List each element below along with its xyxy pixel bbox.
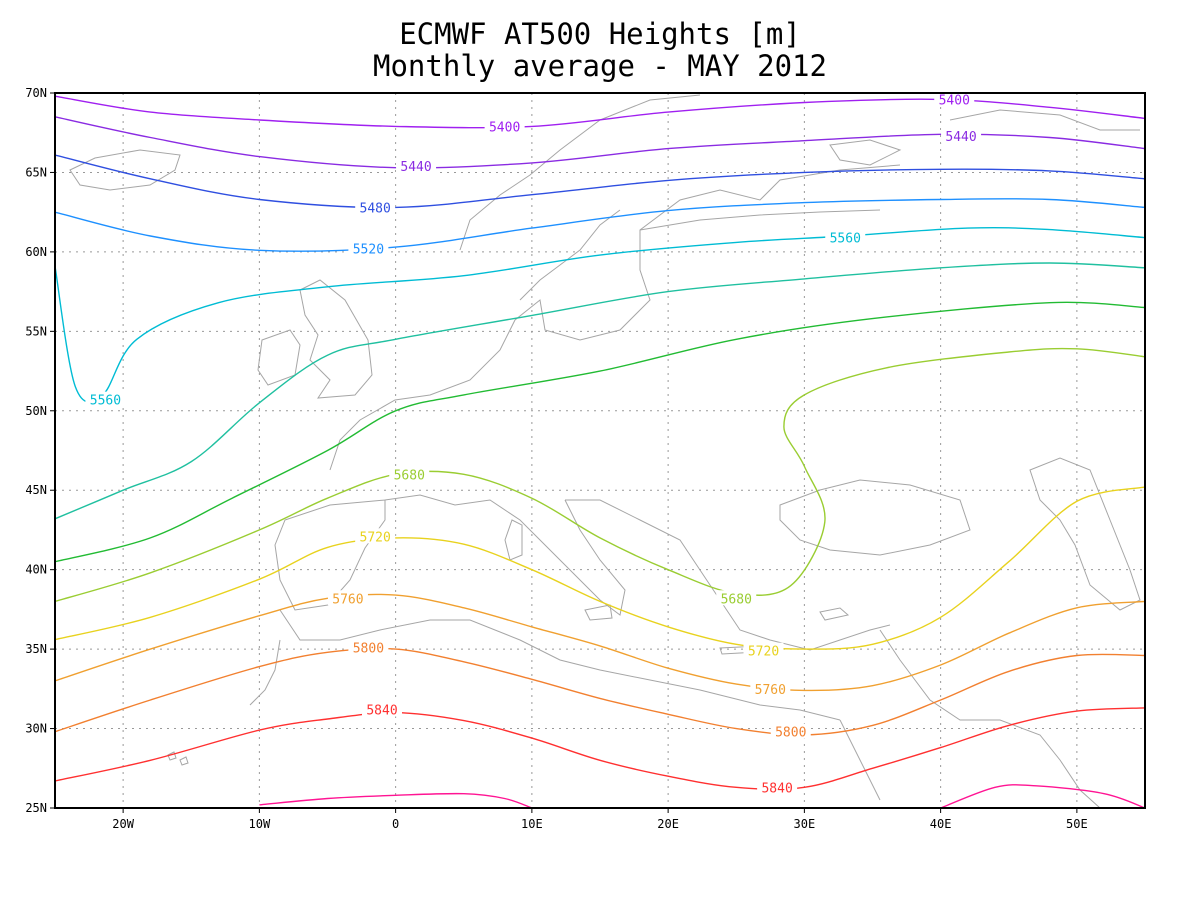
contour-line	[55, 226, 1145, 403]
contour-label-bg	[757, 779, 798, 795]
contour-line	[55, 486, 1145, 650]
contour-label-bg	[825, 229, 866, 245]
contour-label: 5680	[394, 468, 425, 483]
contour-label: 5800	[775, 726, 806, 741]
contour-label-bg	[743, 642, 784, 658]
contour-label-bg	[396, 158, 437, 174]
lon-tick-label: 10W	[249, 817, 271, 831]
coastlines	[69, 94, 1141, 808]
contour-label: 5480	[360, 201, 391, 216]
contour-label-bg	[362, 701, 402, 717]
contour-label-bg	[85, 391, 126, 407]
lon-tick-label: 40E	[930, 817, 952, 831]
lat-tick-label: 35N	[25, 642, 47, 656]
contour-line	[55, 95, 1145, 129]
longitude-tick-labels: 20W 10W 0 10E 20E 30E 40E 50E	[112, 808, 1088, 831]
contour-line	[55, 347, 1145, 603]
contour-label: 5440	[945, 130, 976, 145]
contour-label-bg	[389, 466, 430, 482]
lat-tick-label: 50N	[25, 404, 47, 418]
contour-label: 5760	[755, 683, 786, 698]
map-title: ECMWF AT500 Heights [m]	[399, 17, 801, 51]
contour-line	[55, 301, 1145, 563]
plot-frame	[54, 92, 1146, 809]
contour-line	[55, 707, 1145, 790]
contour-label-bg	[770, 723, 811, 739]
lat-tick-label: 30N	[25, 722, 47, 736]
contour-line	[55, 116, 1145, 169]
contour-label-bg	[348, 240, 389, 256]
contour-label: 5440	[400, 160, 431, 175]
height-contours	[55, 95, 1145, 808]
lon-tick-label: 0	[392, 817, 399, 831]
contour-labels: 5400 5400 5440 5440 5480 5520 5560 5560 5680 5680…	[85, 91, 982, 796]
contour-label: 5720	[360, 530, 391, 545]
contour-line	[55, 262, 1145, 520]
lat-tick-label: 60N	[25, 245, 47, 259]
contour-label: 5400	[939, 93, 970, 108]
contour-label: 5560	[830, 232, 861, 247]
contour-label-bg	[484, 118, 525, 134]
lat-tick-label: 45N	[25, 483, 47, 497]
contour-label: 5800	[353, 642, 384, 657]
contour-label: 5680	[721, 592, 752, 607]
lon-tick-label: 20W	[112, 817, 134, 831]
contour-label-bg	[934, 91, 975, 107]
lon-tick-label: 20E	[657, 817, 679, 831]
contour-label-bg	[750, 680, 791, 696]
contour-label-bg	[348, 639, 389, 655]
contour-label-bg	[355, 199, 396, 215]
lon-tick-label: 50E	[1066, 817, 1088, 831]
latitude-tick-labels: 25N 30N 35N 40N 45N 50N 55N 60N 65N 70N	[25, 86, 55, 815]
contour-label: 5760	[332, 592, 363, 607]
contour-label: 5560	[90, 394, 121, 409]
contour-label-bg	[327, 590, 368, 606]
contour-label: 5400	[489, 120, 520, 135]
lat-tick-label: 40N	[25, 563, 47, 577]
lon-tick-label: 10E	[521, 817, 543, 831]
contour-line	[55, 198, 1145, 252]
contour-label-bg	[941, 127, 982, 143]
map-subtitle: Monthly average - MAY 2012	[373, 49, 827, 83]
graticule-grid	[55, 92, 1145, 809]
contour-line	[55, 647, 1145, 736]
contour-label-bg	[355, 528, 396, 544]
lat-tick-label: 55N	[25, 324, 47, 338]
contour-line	[55, 593, 1145, 692]
contour-label: 5520	[353, 243, 384, 258]
contour-label: 5840	[366, 703, 397, 718]
contour-label-bg	[716, 590, 757, 606]
contour-label: 5720	[748, 645, 779, 660]
lon-tick-label: 30E	[794, 817, 816, 831]
lat-tick-label: 65N	[25, 165, 47, 179]
lat-tick-label: 25N	[25, 801, 47, 815]
contour-line	[55, 154, 1145, 209]
contour-label: 5840	[761, 781, 792, 796]
contour-line	[259, 792, 533, 808]
lat-tick-label: 70N	[25, 86, 47, 100]
contour-line	[940, 784, 1145, 808]
